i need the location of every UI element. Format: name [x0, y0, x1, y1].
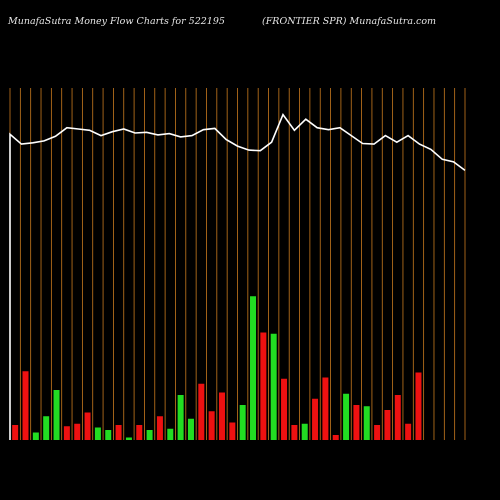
volume-bar: [394, 395, 401, 440]
volume-bar: [291, 425, 298, 440]
volume-bar: [74, 423, 81, 440]
volume-bar: [156, 416, 163, 440]
volume-bar: [187, 418, 194, 440]
volume-bar: [281, 378, 288, 440]
volume-bars: [12, 296, 422, 440]
site-title: MunafaSutra Money Flow Charts for 522195: [8, 16, 225, 27]
volume-bar: [43, 416, 50, 440]
volume-bar: [177, 395, 184, 440]
volume-bar: [415, 372, 422, 440]
volume-bar: [353, 405, 360, 440]
volume-bar: [405, 423, 412, 440]
volume-bar: [343, 393, 350, 440]
volume-bar: [229, 422, 236, 440]
volume-bar: [125, 437, 132, 440]
volume-bar: [208, 411, 215, 440]
volume-bar: [250, 296, 257, 440]
volume-bar: [363, 406, 370, 440]
volume-bar: [312, 398, 319, 440]
volume-bar: [94, 427, 101, 440]
volume-bar: [270, 333, 277, 440]
gridlines: [9, 88, 466, 440]
volume-bar: [218, 392, 225, 440]
volume-bar: [12, 425, 19, 440]
volume-bar: [22, 371, 29, 440]
volume-bar: [374, 425, 381, 440]
volume-bar: [53, 390, 60, 440]
volume-bar: [115, 425, 122, 440]
volume-bar: [63, 426, 70, 440]
volume-bar: [301, 423, 308, 440]
volume-bar: [167, 428, 174, 440]
chart-header: MunafaSutra Money Flow Charts for 522195…: [0, 0, 500, 40]
company-title: (FRONTIER SPR) MunafaSutra.com: [262, 16, 437, 27]
volume-bar: [384, 410, 391, 440]
volume-bar: [136, 425, 143, 440]
price-line-layer: [9, 112, 466, 440]
volume-bar: [322, 377, 329, 440]
volume-bar: [198, 383, 205, 440]
volume-bar: [84, 412, 91, 440]
volume-bar: [332, 435, 339, 440]
volume-bar: [32, 432, 39, 440]
volume-bar: [105, 430, 112, 440]
volume-bar: [260, 332, 267, 440]
volume-bar: [239, 405, 246, 440]
price-line: [9, 112, 466, 440]
volume-bar: [146, 430, 153, 440]
